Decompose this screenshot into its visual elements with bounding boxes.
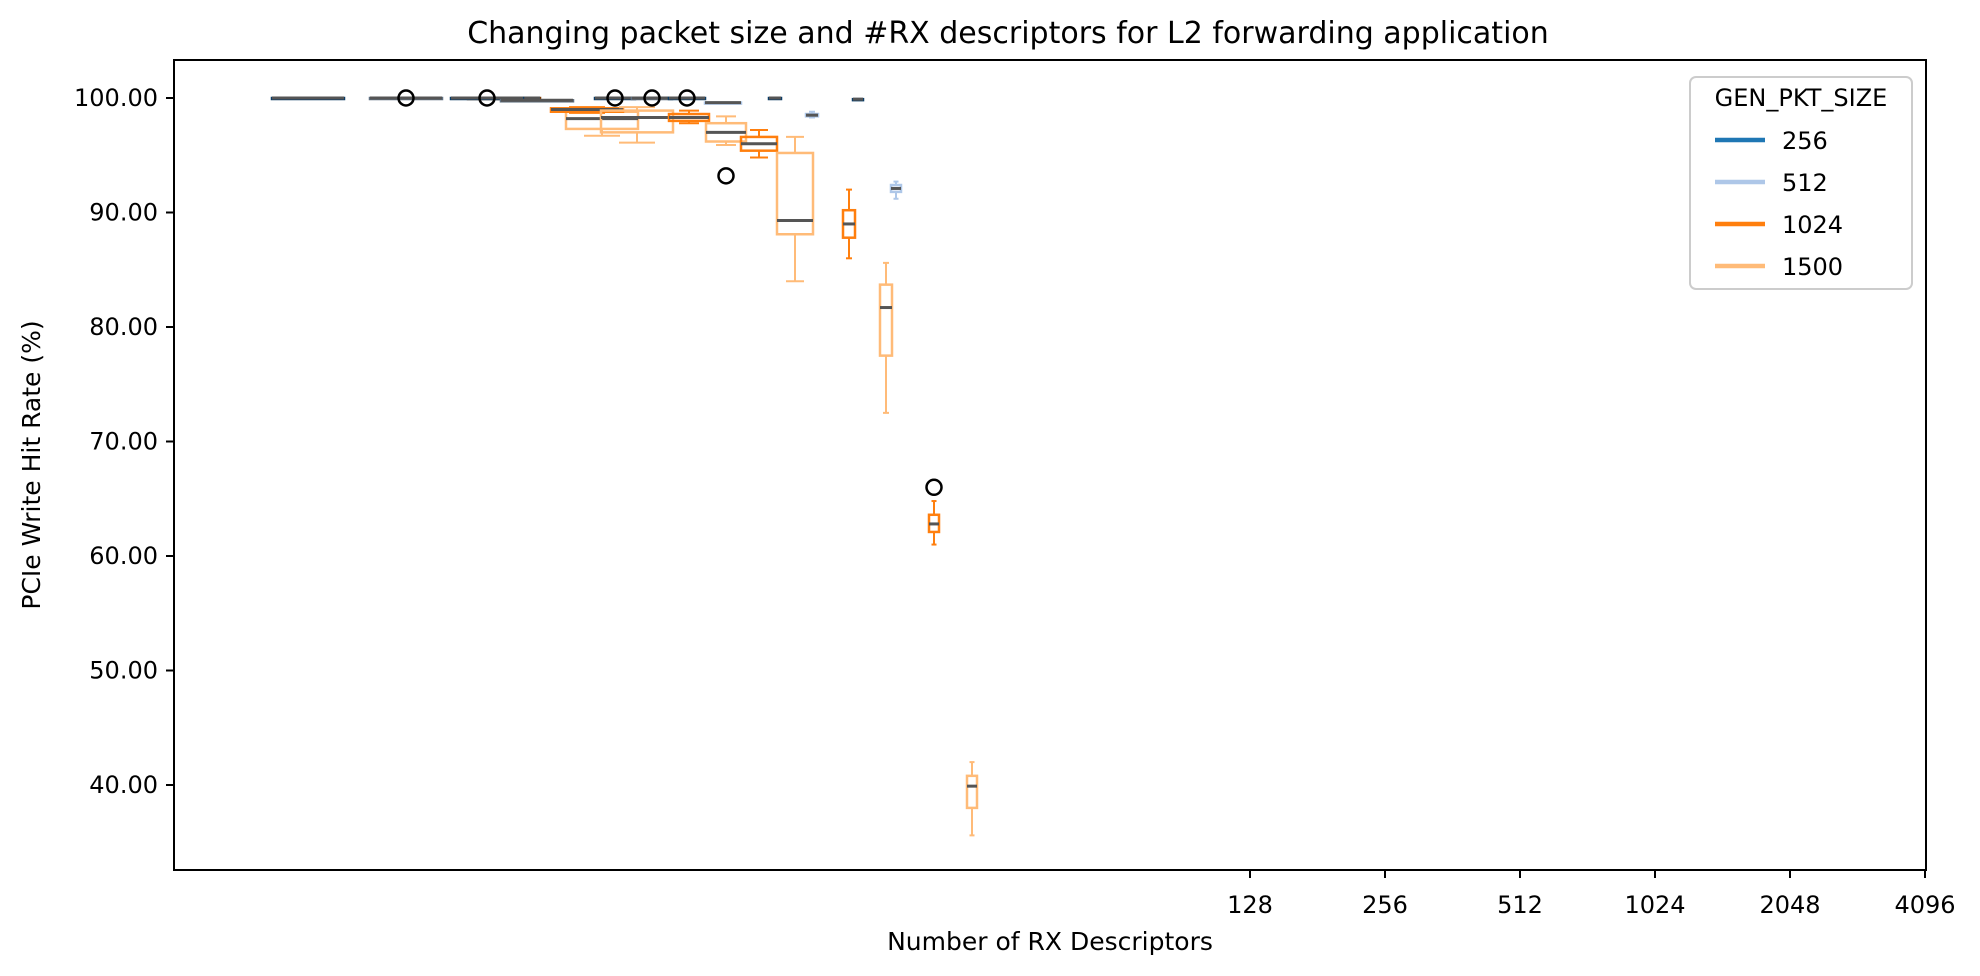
x-tick-label: 4096 xyxy=(1894,891,1955,919)
box-512-at-4096 xyxy=(889,180,903,200)
y-axis-label: PCIe Write Hit Rate (%) xyxy=(17,320,46,609)
outlier-point xyxy=(606,89,624,107)
y-tick-label: 50.00 xyxy=(89,657,158,685)
box-1024-at-4096 xyxy=(925,478,943,546)
box-512-at-256 xyxy=(499,98,575,103)
box-256-at-128 xyxy=(270,96,346,101)
legend-label: 1024 xyxy=(1782,211,1843,239)
box-512-at-512 xyxy=(630,89,674,107)
boxes-layer xyxy=(270,89,979,837)
legend: GEN_PKT_SIZE 256 512 1024 1500 xyxy=(1689,76,1913,290)
x-tick-label: 256 xyxy=(1362,891,1408,919)
box-512-at-2048 xyxy=(804,110,820,119)
box-512-at-128 xyxy=(368,89,444,107)
y-axis: 40.00 50.00 60.00 70.00 80.00 90.00 100.00 xyxy=(74,84,174,799)
legend-label: 256 xyxy=(1782,127,1828,155)
x-tick-label: 128 xyxy=(1227,891,1273,919)
box-1500-at-256 xyxy=(599,106,675,144)
box-body xyxy=(878,283,894,357)
outlier-point xyxy=(717,167,735,185)
box-256-at-256 xyxy=(449,89,525,107)
x-axis-label: Number of RX Descriptors xyxy=(887,927,1213,956)
legend-title: GEN_PKT_SIZE xyxy=(1715,84,1888,112)
box-512-at-1024 xyxy=(703,101,743,105)
legend-label: 1500 xyxy=(1782,253,1843,281)
x-tick-label: 512 xyxy=(1497,891,1543,919)
y-tick-label: 90.00 xyxy=(89,199,158,227)
x-tick-label: 1024 xyxy=(1624,891,1685,919)
box-256-at-1024 xyxy=(667,89,707,107)
box-1024-at-512 xyxy=(667,109,711,125)
box-256-at-2048 xyxy=(767,96,783,101)
legend-box xyxy=(1689,76,1913,290)
y-tick-label: 60.00 xyxy=(89,542,158,570)
x-axis: 128 256 512 1024 2048 4096 xyxy=(1227,870,1956,919)
outlier-point xyxy=(397,89,415,107)
chart-title: Changing packet size and #RX descriptors… xyxy=(467,16,1549,51)
box-1500-at-2048 xyxy=(878,261,894,414)
box-body xyxy=(965,774,979,810)
box-1024-at-2048 xyxy=(841,188,857,260)
y-tick-label: 100.00 xyxy=(74,84,158,112)
y-tick-label: 80.00 xyxy=(89,313,158,341)
y-tick-label: 40.00 xyxy=(89,771,158,799)
outlier-point xyxy=(643,89,661,107)
outlier-point xyxy=(478,89,496,107)
box-body xyxy=(775,151,815,236)
box-256-at-4096 xyxy=(851,97,865,102)
plot-area xyxy=(173,59,1927,871)
box-1500-at-4096 xyxy=(965,761,979,837)
box-1024-at-1024 xyxy=(739,129,779,159)
legend-label: 512 xyxy=(1782,169,1828,197)
box-1500-at-512 xyxy=(704,115,748,185)
outlier-point xyxy=(925,478,943,497)
y-tick-label: 70.00 xyxy=(89,428,158,456)
box-256-at-512 xyxy=(593,89,637,107)
outlier-point xyxy=(678,89,696,107)
box-1500-at-1024 xyxy=(775,135,815,283)
legend-entries: 256 512 1024 1500 xyxy=(1715,127,1843,281)
x-tick-label: 2048 xyxy=(1759,891,1820,919)
